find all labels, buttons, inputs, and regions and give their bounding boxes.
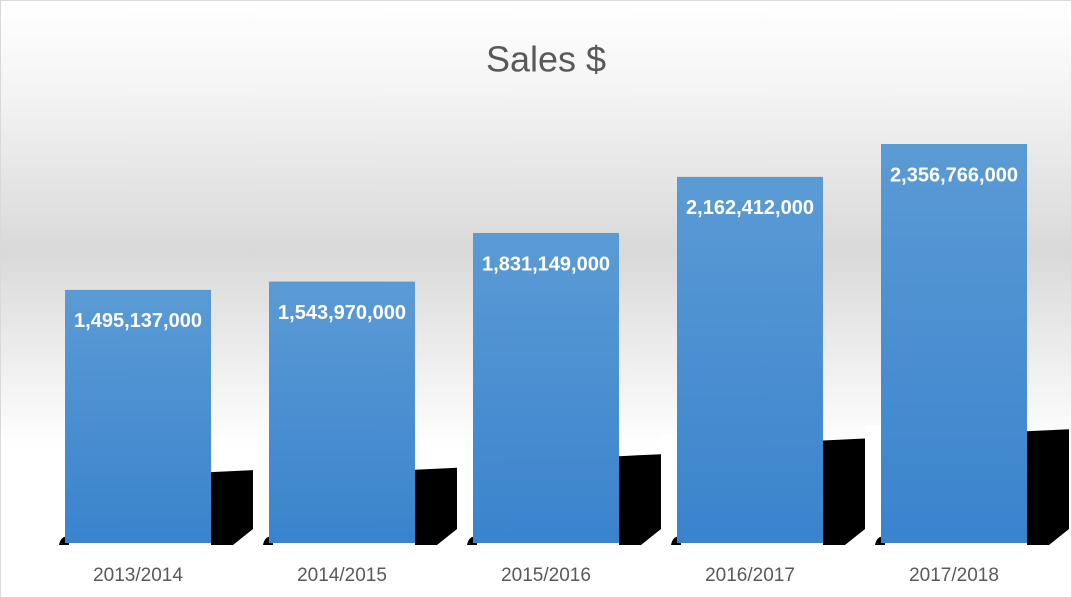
data-label: 2,162,412,000 xyxy=(686,197,814,219)
bar-shadow xyxy=(823,438,865,545)
bar-backdrop xyxy=(661,434,681,543)
bar-shadow xyxy=(1027,429,1069,545)
x-tick-label: 2016/2017 xyxy=(705,565,795,586)
bar xyxy=(677,176,823,543)
x-tick-label: 2013/2014 xyxy=(93,565,183,586)
bar xyxy=(269,281,415,543)
bar-shadow xyxy=(415,467,457,545)
data-label: 1,543,970,000 xyxy=(278,302,406,324)
bar xyxy=(473,232,619,543)
x-tick-label: 2014/2015 xyxy=(297,565,387,586)
x-tick-label: 2017/2018 xyxy=(909,565,999,586)
x-tick-label: 2015/2016 xyxy=(501,565,591,586)
bar-backdrop xyxy=(253,463,273,543)
bar-backdrop xyxy=(49,466,69,543)
data-label: 2,356,766,000 xyxy=(890,164,1018,186)
bar xyxy=(881,144,1027,543)
bar-shadow xyxy=(619,454,661,545)
bar xyxy=(65,289,211,543)
bar-backdrop xyxy=(865,425,885,543)
bar-shadow xyxy=(211,470,253,545)
chart-title: Sales $ xyxy=(486,39,606,80)
data-label: 1,495,137,000 xyxy=(74,310,202,332)
data-label: 1,831,149,000 xyxy=(482,253,610,275)
bar-backdrop xyxy=(457,450,477,543)
